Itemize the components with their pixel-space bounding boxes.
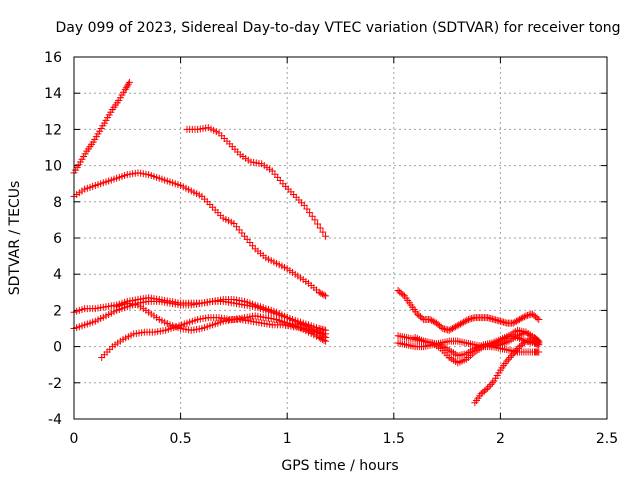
data-point (426, 315, 434, 323)
data-point (311, 216, 319, 224)
data-point (322, 330, 330, 338)
data-point (452, 323, 460, 331)
chart-title: Day 099 of 2023, Sidereal Day-to-day VTE… (55, 20, 620, 36)
data-point (484, 384, 492, 392)
series-sat-8 (394, 286, 543, 334)
data-point (517, 315, 525, 323)
x-tick-label: 1 (283, 431, 292, 447)
data-point (322, 232, 330, 240)
data-point (315, 334, 323, 342)
tick-labels: 0 0.5 1 1.5 2 2.5 -4 -2 0 2 4 6 8 10 12 14 16 (44, 50, 618, 447)
data-point (504, 355, 512, 363)
data-point (319, 228, 327, 236)
data-point (123, 82, 131, 90)
data-point (503, 357, 511, 365)
x-tick-label: 1.5 (383, 431, 405, 447)
data-point (450, 324, 458, 332)
data-point (509, 319, 517, 327)
data-point (316, 224, 324, 232)
data-point (428, 316, 436, 324)
data-point (511, 318, 519, 326)
data-point (535, 348, 543, 356)
data-point (455, 321, 463, 329)
data-point (315, 288, 323, 296)
data-point (535, 315, 543, 323)
data-point (318, 290, 326, 298)
data-point (482, 386, 490, 394)
data-point (461, 317, 469, 325)
data-point (506, 353, 514, 361)
x-tick-label: 0 (70, 431, 79, 447)
x-tick-label: 0.5 (169, 431, 191, 447)
data-point (317, 289, 325, 297)
data-point (514, 316, 522, 324)
data-point (460, 318, 468, 326)
data-point (320, 336, 328, 344)
data-point (437, 323, 445, 331)
data-point (488, 379, 496, 387)
series-sat-3 (183, 124, 330, 240)
y-tick-label: 12 (44, 122, 62, 138)
data-point (485, 382, 493, 390)
data-point (121, 86, 129, 94)
data-point (318, 335, 326, 343)
y-tick-label: 16 (44, 50, 62, 66)
data-point (418, 314, 426, 322)
data-point (306, 209, 314, 217)
data-point (447, 325, 455, 333)
data-point (516, 315, 524, 323)
x-tick-label: 2 (496, 431, 505, 447)
y-tick-label: 14 (44, 86, 62, 102)
data-point (124, 80, 132, 88)
series-sat-2 (70, 169, 330, 300)
data-point (399, 291, 407, 299)
y-tick-label: 0 (53, 340, 62, 356)
y-tick-label: -2 (48, 376, 62, 392)
data-point (519, 314, 527, 322)
data-point (300, 201, 308, 209)
data-point (456, 320, 464, 328)
data-point (445, 326, 453, 334)
y-tick-label: 4 (53, 267, 62, 283)
data-point (508, 352, 516, 360)
data-point (308, 212, 316, 220)
data-point (317, 334, 325, 342)
data-points (70, 78, 543, 407)
data-point (487, 381, 495, 389)
data-point (429, 317, 437, 325)
data-point (533, 314, 541, 322)
y-axis-title: SDTVAR / TECUs (7, 181, 23, 296)
data-point (303, 205, 311, 213)
y-tick-label: -4 (48, 412, 62, 428)
data-point (448, 325, 456, 332)
grid-lines (74, 57, 607, 419)
series-sat-7 (113, 299, 330, 345)
y-tick-label: 6 (53, 231, 62, 247)
data-point (322, 292, 330, 300)
y-tick-label: 8 (53, 195, 62, 211)
x-axis-title: GPS time / hours (281, 458, 398, 474)
x-tick-label: 2.5 (596, 431, 618, 447)
y-tick-label: 2 (53, 303, 62, 319)
data-point (520, 339, 528, 347)
series-sat-13 (488, 343, 543, 356)
y-tick-label: 10 (44, 159, 62, 175)
data-point (453, 322, 461, 330)
data-point (122, 84, 130, 92)
data-point (322, 337, 330, 345)
data-point (512, 317, 520, 325)
data-point (314, 220, 322, 228)
data-point (520, 313, 528, 321)
series-sat-11 (411, 326, 543, 367)
data-point (458, 319, 466, 327)
data-point (125, 78, 133, 86)
data-point (320, 291, 328, 299)
plot-frame (73, 56, 608, 420)
data-point (463, 316, 471, 324)
data-point (535, 339, 543, 347)
